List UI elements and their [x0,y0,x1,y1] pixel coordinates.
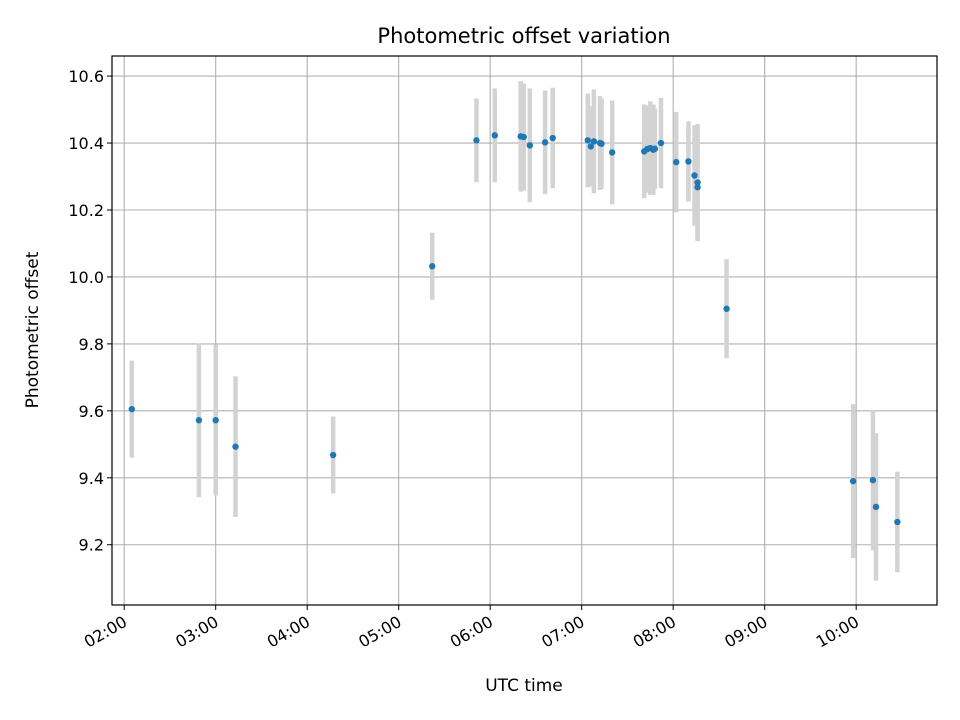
data-point [869,476,877,484]
data-point [685,158,692,165]
data-point [590,138,598,145]
y-tick-label: 10.4 [68,134,104,153]
data-point [651,145,659,152]
data-point [608,149,616,156]
data-point [212,417,219,424]
data-point [694,184,701,191]
grid-lines [112,56,937,605]
data-point [520,133,527,141]
data-point [587,143,595,150]
y-axis: 9.2 9.4 9.6 9.8 10.0 10.2 10.4 10.6 [68,67,112,555]
data-points [128,132,901,526]
y-axis-label: Photometric offset [23,251,43,408]
data-point [329,451,337,459]
y-tick-label: 9.4 [79,469,104,488]
data-point [872,503,880,511]
x-axis-label: UTC time [485,676,563,696]
y-tick-label: 10.6 [68,67,104,86]
data-point [584,137,591,144]
data-point [473,137,480,144]
data-point [691,172,698,179]
y-tick-label: 9.8 [79,335,104,354]
y-tick-label: 10.2 [68,201,104,220]
data-point [429,263,436,270]
data-point [849,477,857,485]
data-point [894,518,901,526]
data-point [694,179,701,186]
y-tick-label: 10.0 [68,268,104,287]
data-point [195,417,203,424]
data-point [541,139,549,146]
y-tick-label: 9.2 [79,536,104,555]
plot-area-frame [111,55,938,606]
data-point [673,158,680,166]
data-point [723,305,730,312]
data-point [128,405,136,413]
data-point [491,132,498,139]
data-point [598,140,605,147]
data-point [657,139,665,147]
data-point [526,142,534,149]
y-tick-label: 9.6 [79,402,104,421]
data-point [549,134,556,142]
data-point [232,443,239,450]
chart-title: Photometric offset variation [377,24,670,48]
